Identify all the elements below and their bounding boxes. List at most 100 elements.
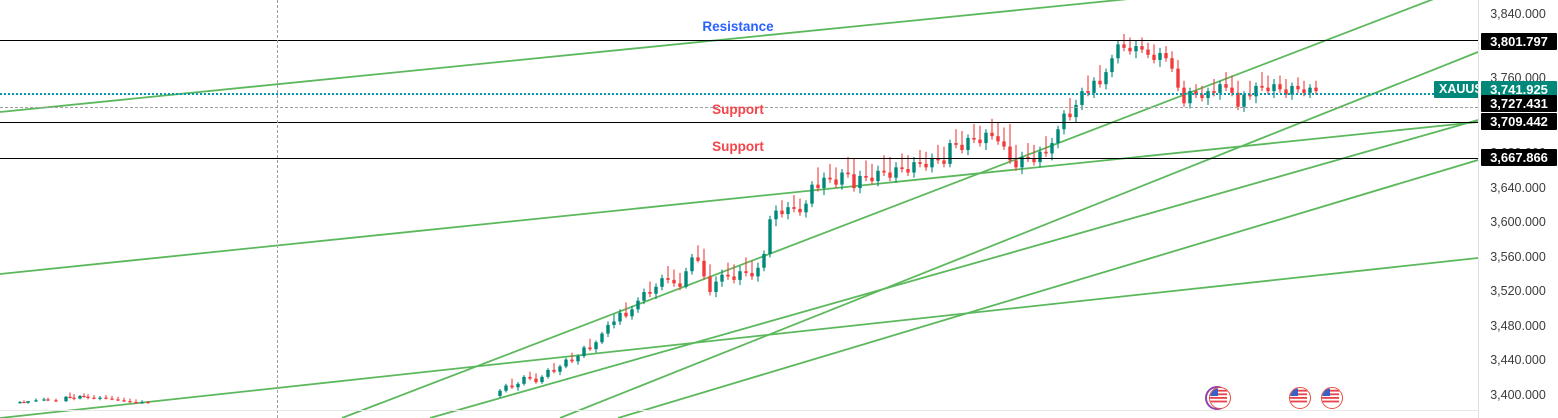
candlestick (34, 398, 38, 402)
trendline[interactable] (0, 121, 1478, 275)
us-flag-icon (1321, 387, 1343, 409)
candlestick (1170, 51, 1174, 73)
candlestick (1020, 151, 1024, 175)
candlestick (552, 363, 556, 374)
candlestick (714, 276, 718, 298)
candlestick (996, 122, 1000, 145)
candlestick (588, 338, 592, 351)
support-level-line-2[interactable] (0, 158, 1478, 159)
candlestick (720, 269, 724, 287)
chart-baseline (0, 410, 1478, 411)
candlestick (1164, 46, 1168, 62)
candlestick (68, 392, 72, 399)
candlestick (696, 245, 700, 263)
us-economic-event-marker[interactable] (1205, 386, 1231, 410)
candlestick (846, 156, 850, 178)
price-axis-tick: 3,440.000 (1490, 353, 1546, 367)
candlestick (516, 382, 520, 391)
candlestick (1146, 42, 1150, 59)
candlestick (612, 314, 616, 329)
candlestick (816, 167, 820, 192)
session-divider-line (277, 0, 278, 418)
trendline[interactable] (341, 0, 1478, 418)
candlestick (1098, 65, 1102, 88)
candlestick (864, 160, 868, 182)
trendline[interactable] (0, 257, 1478, 418)
candlestick (558, 364, 562, 376)
candlestick (786, 201, 790, 220)
price-axis-tick: 3,560.000 (1490, 250, 1546, 264)
support-level-line-1[interactable] (0, 122, 1478, 123)
price-axis-tick: 3,600.000 (1490, 215, 1546, 229)
candlestick (522, 375, 526, 386)
candlestick (1266, 75, 1270, 95)
candlestick (900, 153, 904, 173)
candlestick (630, 305, 634, 320)
candlestick (122, 397, 126, 402)
candlestick (1290, 82, 1294, 100)
candlestick (756, 262, 760, 282)
trendline[interactable] (617, 159, 1478, 418)
candlestick (1056, 125, 1060, 149)
trendline[interactable] (0, 0, 1478, 113)
us-economic-event-marker[interactable] (1289, 387, 1311, 409)
candlestick (1032, 144, 1036, 166)
candlestick (972, 124, 976, 144)
symbol-badge[interactable]: XAUUSD (1434, 81, 1478, 98)
candlestick (726, 262, 730, 280)
candlestick (1296, 77, 1300, 93)
candlestick (810, 181, 814, 208)
price-level-tag[interactable]: 3,801.797 (1481, 33, 1557, 50)
candlestick (1314, 80, 1318, 95)
candlestick (894, 162, 898, 183)
candlestick (1026, 143, 1030, 163)
candlestick (54, 398, 58, 402)
candlestick (876, 165, 880, 187)
candlestick (594, 340, 598, 353)
candlestick (936, 144, 940, 164)
candlestick (774, 205, 778, 227)
candlestick (834, 167, 838, 189)
candlestick (924, 151, 928, 171)
candlestick (576, 354, 580, 365)
candlestick (1086, 75, 1090, 97)
candlestick (888, 156, 892, 182)
candlestick (1206, 87, 1210, 105)
candlestick (1080, 87, 1084, 111)
candlestick (1104, 68, 1108, 90)
candlestick (750, 260, 754, 280)
price-level-tag[interactable]: 3,709.442 (1481, 113, 1557, 130)
trendline[interactable] (429, 119, 1478, 418)
candlestick (870, 163, 874, 185)
price-axis-tick: 3,840.000 (1490, 7, 1546, 21)
candlestick (1218, 80, 1222, 100)
candlestick (942, 146, 946, 168)
price-axis-tick: 3,640.000 (1490, 181, 1546, 195)
candlestick (636, 297, 640, 313)
candlestick (822, 172, 826, 196)
candlestick (92, 395, 96, 400)
candlestick (498, 389, 502, 398)
chart-plot-area[interactable]: Resistance Support Support (0, 0, 1478, 418)
candlestick (72, 394, 76, 401)
candlestick (1194, 84, 1198, 99)
us-economic-event-marker[interactable] (1321, 387, 1343, 409)
price-axis[interactable]: 3,840.0003,760.0003,680.0003,640.0003,60… (1478, 0, 1558, 418)
candlestick (82, 393, 86, 398)
price-axis-tick: 3,480.000 (1490, 319, 1546, 333)
candlestick (708, 264, 712, 296)
candlestick (1134, 40, 1138, 59)
candlestick (1284, 79, 1288, 99)
candlestick (42, 397, 46, 402)
candlestick (98, 395, 102, 401)
price-level-tag[interactable]: 3,741.925 (1481, 81, 1557, 98)
price-level-tag[interactable]: 3,727.431 (1481, 95, 1557, 112)
trendline-layer (0, 0, 1478, 418)
candlestick (738, 266, 742, 286)
candlestick (1014, 144, 1018, 171)
resistance-level-line[interactable] (0, 40, 1478, 41)
previous-close-line (0, 107, 1478, 108)
price-level-tag[interactable]: 3,667.866 (1481, 149, 1557, 166)
trendline[interactable] (559, 51, 1478, 418)
